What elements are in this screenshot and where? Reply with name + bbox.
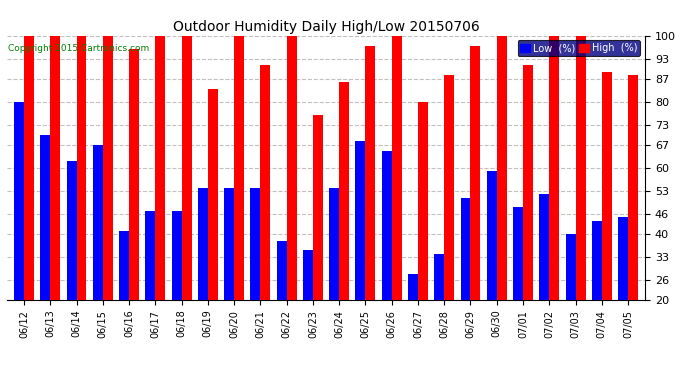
Bar <box>224 188 234 300</box>
Bar <box>339 82 349 300</box>
Bar <box>540 194 549 300</box>
Bar <box>198 188 208 300</box>
Bar <box>329 188 339 300</box>
Bar <box>277 240 286 300</box>
Bar <box>575 36 586 300</box>
Bar <box>382 151 392 300</box>
Bar <box>418 102 428 300</box>
Bar <box>92 145 103 300</box>
Bar <box>172 211 181 300</box>
Bar <box>50 36 60 300</box>
Bar <box>119 231 129 300</box>
Bar <box>181 36 192 300</box>
Bar <box>129 49 139 300</box>
Bar <box>24 36 34 300</box>
Title: Outdoor Humidity Daily High/Low 20150706: Outdoor Humidity Daily High/Low 20150706 <box>172 21 480 34</box>
Legend: Low  (%), High  (%): Low (%), High (%) <box>518 40 640 56</box>
Bar <box>471 45 480 300</box>
Bar <box>566 234 575 300</box>
Bar <box>14 102 24 300</box>
Bar <box>549 36 560 300</box>
Bar <box>523 65 533 300</box>
Bar <box>303 251 313 300</box>
Bar <box>40 135 50 300</box>
Bar <box>260 65 270 300</box>
Bar <box>146 211 155 300</box>
Bar <box>408 274 418 300</box>
Bar <box>444 75 454 300</box>
Bar <box>77 36 86 300</box>
Bar <box>250 188 260 300</box>
Bar <box>286 36 297 300</box>
Bar <box>155 36 166 300</box>
Bar <box>355 141 366 300</box>
Bar <box>486 171 497 300</box>
Bar <box>208 88 218 300</box>
Bar <box>392 36 402 300</box>
Bar <box>313 115 323 300</box>
Bar <box>497 36 506 300</box>
Bar <box>66 161 77 300</box>
Bar <box>460 198 471 300</box>
Bar <box>618 217 628 300</box>
Bar <box>628 75 638 300</box>
Bar <box>592 220 602 300</box>
Bar <box>103 36 112 300</box>
Bar <box>513 207 523 300</box>
Bar <box>434 254 444 300</box>
Text: Copyright 2015 Cartronics.com: Copyright 2015 Cartronics.com <box>8 44 149 52</box>
Bar <box>234 36 244 300</box>
Bar <box>366 45 375 300</box>
Bar <box>602 72 612 300</box>
